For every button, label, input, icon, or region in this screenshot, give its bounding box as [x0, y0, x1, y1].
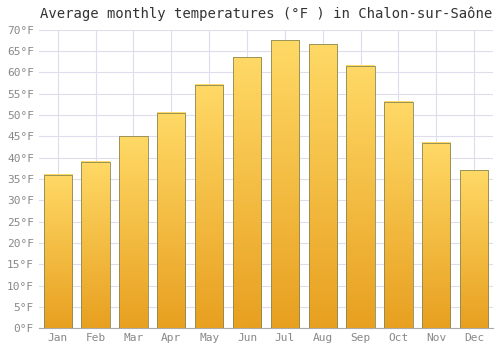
Bar	[460, 170, 488, 328]
Bar	[384, 102, 412, 328]
Bar	[233, 57, 261, 328]
Title: Average monthly temperatures (°F ) in Chalon-sur-Saône: Average monthly temperatures (°F ) in Ch…	[40, 7, 492, 21]
Bar	[346, 66, 375, 328]
Bar	[44, 175, 72, 328]
Bar	[308, 44, 337, 328]
Bar	[157, 113, 186, 328]
Bar	[195, 85, 224, 328]
Bar	[82, 162, 110, 328]
Bar	[270, 40, 299, 328]
Bar	[422, 142, 450, 328]
Bar	[119, 136, 148, 328]
